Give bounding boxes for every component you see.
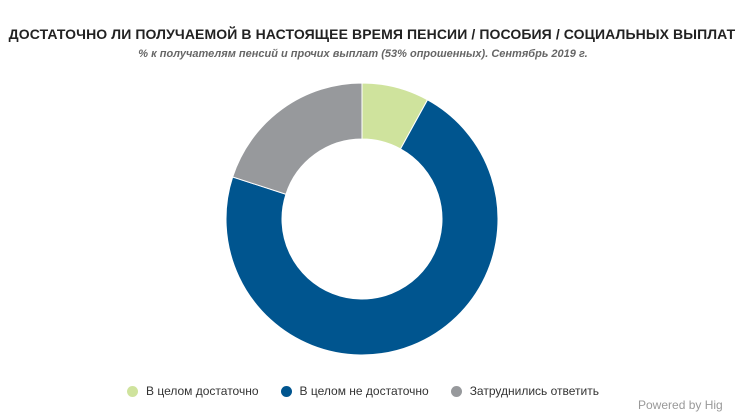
legend-dot-icon: [450, 385, 462, 397]
legend-label: В целом не достаточно: [299, 384, 429, 398]
legend-dot-icon: [280, 385, 292, 397]
legend-label: Затруднились ответить: [469, 384, 599, 398]
chart-subtitle: % к получателям пенсий и прочих выплат (…: [138, 48, 588, 60]
chart-title: ДОСТАТОЧНО ЛИ ПОЛУЧАЕМОЙ В НАСТОЯЩЕЕ ВРЕ…: [8, 26, 736, 42]
legend-label: В целом достаточно: [146, 384, 259, 398]
chart-legend: В целом достаточно В целом не достаточно…: [0, 384, 726, 398]
legend-item-undecided[interactable]: Затруднились ответить: [450, 384, 599, 398]
legend-item-sufficient[interactable]: В целом достаточно: [127, 384, 259, 398]
legend-dot-icon: [127, 385, 138, 397]
legend-item-insufficient[interactable]: В целом не достаточно: [280, 384, 429, 398]
highcharts-credit-link[interactable]: Powered by Hig: [638, 398, 723, 412]
slice-insufficient[interactable]: [225, 99, 499, 356]
slice-undecided[interactable]: [232, 82, 363, 195]
